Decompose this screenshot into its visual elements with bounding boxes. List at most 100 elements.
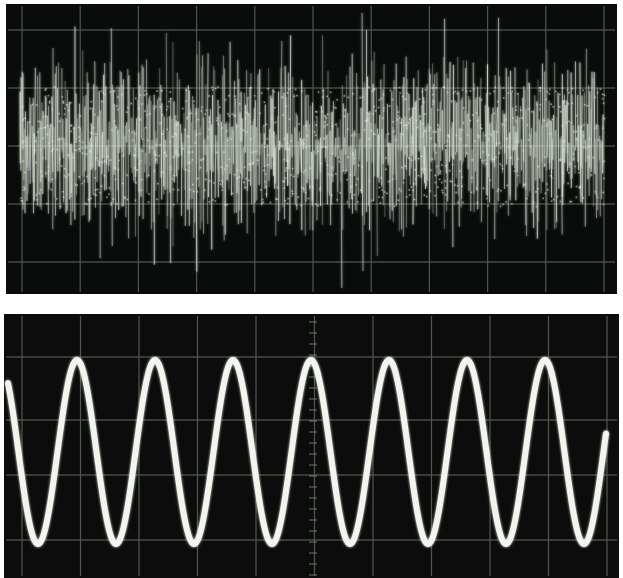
noise-stroke bbox=[563, 100, 564, 205]
noise-dot bbox=[270, 202, 272, 204]
noise-dot bbox=[75, 184, 77, 186]
noise-dot bbox=[255, 151, 257, 153]
noise-dot bbox=[457, 185, 459, 187]
noise-dot bbox=[437, 109, 439, 111]
noise-dot bbox=[130, 103, 132, 105]
noise-dot bbox=[530, 146, 532, 148]
noise-dot bbox=[447, 134, 449, 136]
noise-dot bbox=[244, 167, 246, 169]
noise-dot bbox=[292, 168, 294, 170]
noise-dot bbox=[456, 135, 458, 137]
noise-stroke bbox=[334, 146, 335, 170]
noise-dot bbox=[170, 98, 172, 100]
noise-dot bbox=[567, 89, 569, 91]
noise-dot bbox=[185, 169, 187, 171]
noise-dot bbox=[261, 92, 263, 94]
noise-stroke bbox=[129, 76, 130, 155]
noise-dot bbox=[462, 202, 464, 204]
noise-dot bbox=[462, 89, 464, 91]
noise-dot bbox=[539, 90, 541, 92]
noise-dot bbox=[204, 113, 206, 115]
noise-dot bbox=[80, 115, 82, 117]
noise-dot bbox=[401, 167, 403, 169]
noise-stroke bbox=[504, 114, 505, 190]
noise-dot bbox=[201, 110, 203, 112]
noise-dot bbox=[59, 120, 61, 122]
noise-dot bbox=[602, 192, 604, 194]
noise-stroke bbox=[393, 80, 394, 174]
noise-dot bbox=[472, 159, 474, 161]
noise-dot bbox=[603, 102, 605, 104]
noise-dot bbox=[149, 147, 151, 149]
noise-dot bbox=[250, 87, 252, 89]
noise-stroke bbox=[114, 89, 115, 174]
noise-dot bbox=[284, 138, 286, 140]
noise-dot bbox=[402, 96, 404, 98]
noise-dot bbox=[378, 107, 380, 109]
noise-dot bbox=[517, 175, 519, 177]
noise-dot bbox=[526, 198, 528, 200]
noise-dot bbox=[45, 127, 47, 129]
noise-stroke bbox=[24, 129, 25, 180]
page: (() => { const data = JSON.parse(documen… bbox=[0, 0, 623, 578]
noise-dot bbox=[488, 139, 490, 141]
noise-dot bbox=[185, 90, 187, 92]
noise-dot bbox=[499, 142, 501, 144]
noise-dot bbox=[399, 118, 401, 120]
noise-stroke bbox=[567, 70, 568, 154]
noise-dot bbox=[94, 194, 96, 196]
noise-dot bbox=[407, 125, 409, 127]
noise-dot bbox=[440, 129, 442, 131]
noise-dot bbox=[342, 170, 344, 172]
noise-dot bbox=[543, 120, 545, 122]
noise-stroke bbox=[594, 72, 595, 174]
noise-dot bbox=[134, 148, 136, 150]
noise-dot bbox=[430, 170, 432, 172]
noise-dot bbox=[330, 92, 332, 94]
noise-dot bbox=[285, 177, 287, 179]
noise-dot bbox=[336, 199, 338, 201]
noise-dot bbox=[410, 186, 412, 188]
noise-dot bbox=[432, 104, 434, 106]
noise-dot bbox=[205, 179, 207, 181]
noise-dot bbox=[550, 103, 552, 105]
noise-dot bbox=[263, 170, 265, 172]
noise-dot bbox=[459, 170, 461, 172]
noise-dot bbox=[132, 132, 134, 134]
noise-dot bbox=[493, 91, 495, 93]
noise-dot bbox=[135, 182, 137, 184]
noise-dot bbox=[99, 162, 101, 164]
noise-dot bbox=[502, 165, 504, 167]
noise-dot bbox=[386, 193, 388, 195]
noise-dot bbox=[372, 90, 374, 92]
noise-dot bbox=[285, 170, 287, 172]
noise-dot bbox=[583, 197, 585, 199]
noise-stroke bbox=[218, 112, 219, 173]
noise-dot bbox=[350, 174, 352, 176]
noise-dot bbox=[36, 199, 38, 201]
noise-dot bbox=[385, 168, 387, 170]
noise-dot bbox=[213, 182, 215, 184]
noise-dot bbox=[295, 89, 297, 91]
noise-dot bbox=[304, 170, 306, 172]
noise-dot bbox=[154, 170, 156, 172]
noise-dot bbox=[175, 116, 177, 118]
noise-dot bbox=[517, 93, 519, 95]
noise-dot bbox=[604, 118, 606, 120]
noise-dot bbox=[52, 109, 54, 111]
noise-stroke bbox=[403, 85, 404, 236]
noise-dot bbox=[461, 129, 463, 131]
noise-dot bbox=[506, 138, 508, 140]
noise-dot bbox=[215, 200, 217, 202]
noise-dot bbox=[455, 192, 457, 194]
noise-dot bbox=[365, 120, 367, 122]
noise-dot bbox=[575, 139, 577, 141]
noise-stroke bbox=[481, 142, 482, 222]
noise-dot bbox=[111, 204, 113, 206]
noise-dot bbox=[303, 139, 305, 141]
noise-dot bbox=[58, 139, 60, 141]
noise-dot bbox=[236, 126, 238, 128]
noise-dot bbox=[79, 129, 81, 131]
noise-dot bbox=[435, 175, 437, 177]
noise-dot bbox=[187, 116, 189, 118]
